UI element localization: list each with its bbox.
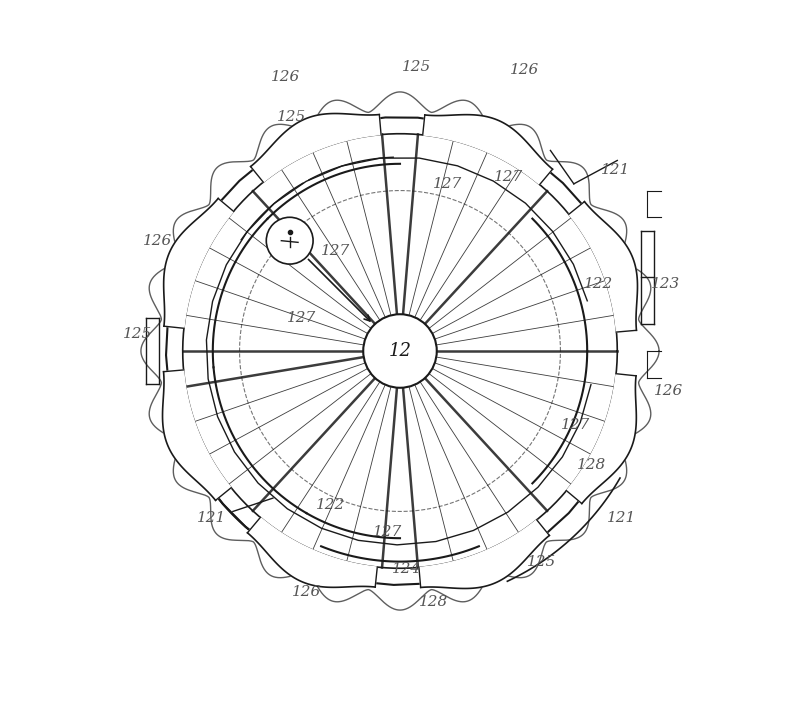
Text: 126: 126 xyxy=(292,585,321,599)
Text: 127: 127 xyxy=(494,170,523,184)
Text: 125: 125 xyxy=(123,327,153,341)
Text: 126: 126 xyxy=(654,384,683,398)
Circle shape xyxy=(363,314,437,388)
Text: 127: 127 xyxy=(321,244,350,258)
Text: 126: 126 xyxy=(270,69,300,84)
Text: 12: 12 xyxy=(389,342,411,360)
Polygon shape xyxy=(569,201,638,332)
Text: 121: 121 xyxy=(197,511,226,525)
Text: 125: 125 xyxy=(527,555,556,569)
Text: 127: 127 xyxy=(561,418,590,432)
Text: 126: 126 xyxy=(510,63,539,77)
Text: 127: 127 xyxy=(374,524,402,538)
Text: 126: 126 xyxy=(143,234,173,248)
Polygon shape xyxy=(419,520,550,588)
Polygon shape xyxy=(250,114,381,182)
Text: 127: 127 xyxy=(287,310,317,324)
Text: 127: 127 xyxy=(434,177,462,191)
Text: 124: 124 xyxy=(392,562,422,576)
Polygon shape xyxy=(422,114,553,185)
Polygon shape xyxy=(164,199,234,329)
Polygon shape xyxy=(566,373,636,503)
Text: 125: 125 xyxy=(402,60,431,74)
Text: 122: 122 xyxy=(584,277,613,291)
Text: 125: 125 xyxy=(277,110,306,124)
Text: 123: 123 xyxy=(650,277,680,291)
Text: 121: 121 xyxy=(607,511,637,525)
Text: 128: 128 xyxy=(419,595,448,609)
Circle shape xyxy=(266,218,313,264)
Polygon shape xyxy=(162,370,231,501)
Polygon shape xyxy=(247,517,378,588)
Text: 121: 121 xyxy=(601,164,630,178)
Text: 122: 122 xyxy=(317,498,346,512)
Text: 128: 128 xyxy=(577,458,606,472)
